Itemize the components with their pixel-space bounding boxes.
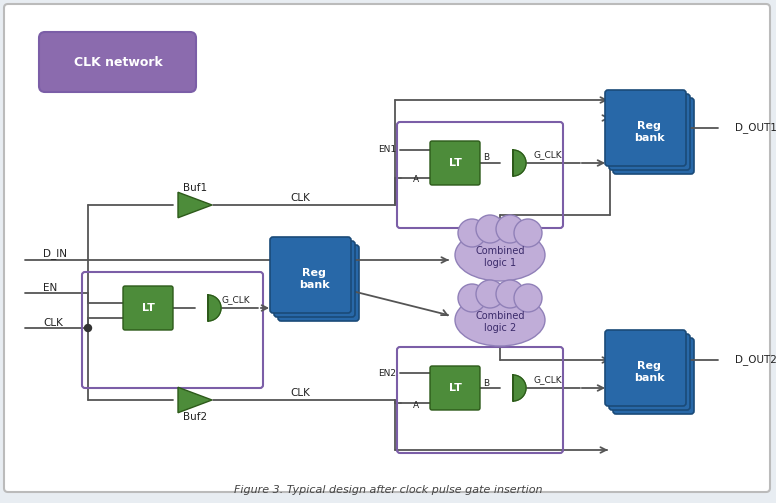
FancyBboxPatch shape	[613, 98, 694, 174]
FancyBboxPatch shape	[605, 330, 686, 406]
Text: EN2: EN2	[378, 369, 396, 377]
Text: Reg
bank: Reg bank	[634, 121, 664, 143]
Text: Buf2: Buf2	[183, 412, 207, 422]
Text: LT: LT	[141, 303, 154, 313]
Ellipse shape	[455, 229, 545, 281]
Circle shape	[514, 219, 542, 247]
Circle shape	[514, 284, 542, 312]
Text: A: A	[413, 176, 419, 185]
Text: G_CLK: G_CLK	[222, 295, 251, 304]
FancyBboxPatch shape	[123, 286, 173, 330]
Text: EN: EN	[43, 283, 57, 293]
Text: LT: LT	[449, 158, 462, 168]
Circle shape	[458, 284, 486, 312]
Text: LT: LT	[449, 383, 462, 393]
Text: CLK: CLK	[43, 318, 63, 328]
FancyBboxPatch shape	[609, 334, 690, 410]
FancyBboxPatch shape	[39, 32, 196, 92]
Text: D_IN: D_IN	[43, 248, 67, 260]
Text: D_OUT2: D_OUT2	[735, 355, 776, 366]
Text: Combined
logic 1: Combined logic 1	[475, 246, 525, 268]
Text: A: A	[413, 400, 419, 409]
Text: D_OUT1: D_OUT1	[735, 123, 776, 133]
Circle shape	[85, 324, 92, 331]
Circle shape	[496, 215, 524, 243]
Text: Reg
bank: Reg bank	[634, 361, 664, 383]
Text: B: B	[483, 378, 489, 387]
Text: Figure 3. Typical design after clock pulse gate insertion: Figure 3. Typical design after clock pul…	[234, 485, 542, 495]
FancyBboxPatch shape	[270, 237, 351, 313]
Circle shape	[496, 280, 524, 308]
Polygon shape	[208, 295, 221, 321]
Circle shape	[458, 219, 486, 247]
FancyBboxPatch shape	[430, 141, 480, 185]
Polygon shape	[178, 387, 212, 413]
Circle shape	[476, 215, 504, 243]
Text: G_CLK: G_CLK	[534, 376, 563, 384]
Polygon shape	[513, 150, 526, 176]
FancyBboxPatch shape	[430, 366, 480, 410]
Polygon shape	[178, 192, 212, 218]
FancyBboxPatch shape	[4, 4, 770, 492]
FancyBboxPatch shape	[274, 241, 355, 317]
Text: EN1: EN1	[378, 145, 396, 154]
FancyBboxPatch shape	[609, 94, 690, 170]
Circle shape	[476, 280, 504, 308]
Text: CLK network: CLK network	[74, 55, 162, 68]
Text: CLK: CLK	[290, 388, 310, 398]
Text: CLK: CLK	[290, 193, 310, 203]
Text: G_CLK: G_CLK	[534, 150, 563, 159]
Text: Combined
logic 2: Combined logic 2	[475, 311, 525, 333]
FancyBboxPatch shape	[278, 245, 359, 321]
FancyBboxPatch shape	[613, 338, 694, 414]
Ellipse shape	[455, 294, 545, 346]
FancyBboxPatch shape	[605, 90, 686, 166]
Text: Reg
bank: Reg bank	[299, 268, 329, 290]
Polygon shape	[513, 375, 526, 401]
Text: B: B	[483, 152, 489, 161]
Text: Buf1: Buf1	[183, 183, 207, 193]
